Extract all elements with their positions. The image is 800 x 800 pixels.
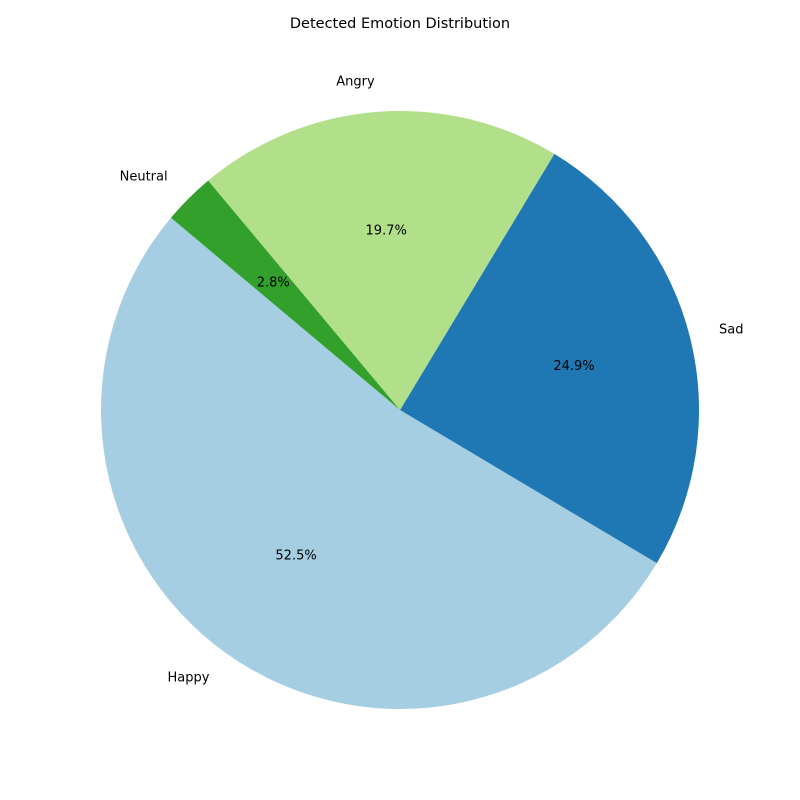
pie-slices	[100, 111, 700, 710]
slice-percent-sad: 24.9%	[553, 359, 594, 374]
slice-label-sad: Sad	[719, 323, 743, 338]
slice-percent-neutral: 2.8%	[257, 276, 290, 291]
slice-label-neutral: Neutral	[120, 170, 168, 185]
pie-slice-happy	[100, 217, 657, 710]
pie-labels: Happy 52.5% Sad 24.9% Angry 19.7% Neutral 2.8%	[120, 75, 744, 686]
pie-slice-neutral	[170, 180, 400, 410]
slice-percent-angry: 19.7%	[366, 224, 407, 239]
pie-slice-sad	[400, 153, 700, 564]
slice-label-happy: Happy	[167, 671, 209, 686]
chart-title: Detected Emotion Distribution	[290, 16, 510, 32]
slice-label-angry: Angry	[336, 75, 375, 90]
pie-slice-angry	[208, 111, 555, 411]
slice-percent-happy: 52.5%	[275, 549, 316, 564]
